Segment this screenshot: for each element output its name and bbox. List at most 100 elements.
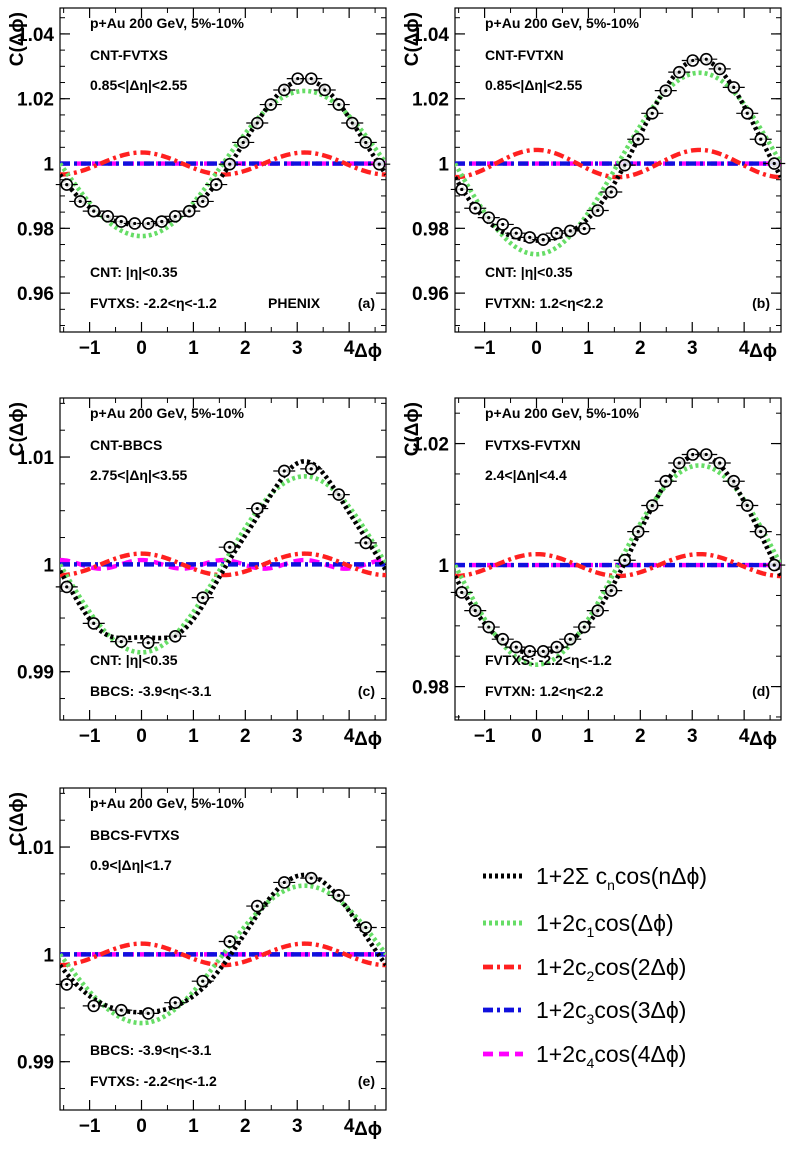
eta-gap: 0.9<|Δη|<1.7: [90, 857, 172, 873]
data-point-center: [323, 88, 327, 92]
data-point-center: [623, 558, 627, 562]
data-point-center: [691, 58, 695, 63]
y-tick-label: 0.99: [17, 1053, 54, 1074]
curve-c2: [60, 941, 386, 968]
legend-label-sum: 1+2Σ cncos(nΔϕ): [536, 863, 707, 893]
data-point-center: [636, 530, 640, 534]
data-point-center: [636, 137, 640, 141]
x-tick-label: 0: [531, 726, 542, 747]
legend-subscript: n: [607, 877, 615, 893]
data-point-center: [119, 640, 123, 644]
legend-label-c1: 1+2c1cos(Δϕ): [536, 910, 674, 940]
data-point-center: [568, 229, 572, 233]
data-point-center: [745, 111, 749, 115]
x-tick-label: 3: [687, 338, 698, 359]
curve-sum: [455, 56, 781, 243]
detector-2-range: FVTXS: -2.2<η<-1.2: [90, 1073, 217, 1089]
eta-gap: 2.4<|Δη|<4.4: [485, 467, 567, 483]
y-tick-label: 0.96: [17, 284, 54, 305]
data-point-center: [228, 939, 232, 944]
data-point-center: [241, 140, 245, 145]
data-point-center: [309, 876, 313, 880]
legend-text: 1+2Σ c: [536, 863, 607, 889]
x-tick-label: 2: [240, 1116, 251, 1137]
detector-2-range: FVTXN: 1.2<η<2.2: [485, 295, 603, 311]
legend-text: cos(4Δϕ): [594, 1041, 686, 1067]
data-point-center: [364, 925, 368, 930]
data-point-center: [473, 609, 477, 613]
x-tick-label: 3: [292, 338, 303, 359]
curve-c1: [60, 883, 386, 1026]
x-tick-label: 1: [188, 726, 199, 747]
y-axis-title: C(Δϕ): [7, 402, 28, 456]
x-tick-label: 3: [292, 726, 303, 747]
data-point-center: [759, 530, 763, 534]
x-axis-title: Δϕ: [354, 341, 382, 362]
panel-title: p+Au 200 GeV, 5%-10%: [485, 405, 640, 421]
data-point-center: [269, 102, 273, 107]
y-tick-label: 1: [438, 556, 449, 577]
data-point-center: [664, 89, 668, 93]
data-point-center: [487, 216, 491, 220]
x-tick-label: 1: [188, 1116, 199, 1137]
detector-1-range: FVTXS: -2.2<η<-1.2: [485, 652, 612, 668]
data-point-center: [146, 1011, 150, 1016]
plot-frame: [454, 7, 782, 333]
data-point-center: [555, 645, 559, 649]
panel-title: p+Au 200 GeV, 5%-10%: [485, 15, 640, 31]
x-tick-label: 3: [292, 1116, 303, 1137]
plot-frame: [454, 397, 782, 721]
data-point-center: [528, 649, 532, 653]
x-axis-title: Δϕ: [749, 729, 777, 750]
y-tick-label: 0.99: [17, 663, 54, 684]
data-point-center: [677, 461, 681, 465]
plot-frame: [59, 7, 387, 333]
data-point-center: [201, 199, 205, 204]
data-point-center: [282, 88, 286, 92]
panel-label: (a): [358, 295, 375, 311]
data-point-center: [501, 637, 505, 641]
y-tick-label: 0.98: [17, 219, 54, 240]
data-point-center: [623, 163, 627, 167]
legend-text: 1+2c: [536, 910, 587, 936]
data-point-center: [555, 231, 559, 235]
legend-text: 1+2c: [536, 1041, 587, 1067]
fit-curves: [60, 872, 386, 1026]
y-tick-label: 0.98: [412, 219, 449, 240]
data-point-center: [514, 231, 518, 235]
data-point-center: [119, 1008, 123, 1012]
experiment-label: PHENIX: [268, 295, 321, 311]
x-tick-label: 2: [635, 338, 646, 359]
y-tick-label: 1.04: [17, 25, 54, 46]
data-point-center: [160, 219, 164, 224]
data-point-center: [146, 641, 150, 645]
data-point-center: [350, 121, 354, 125]
data-point-center: [282, 469, 286, 473]
data-point-center: [691, 452, 695, 457]
x-tick-label: 2: [240, 338, 251, 359]
data-point-center: [582, 625, 586, 629]
plot-frame: [59, 787, 387, 1111]
data-point-center: [173, 1001, 177, 1005]
data-point-center: [78, 199, 82, 204]
x-tick-label: 3: [687, 726, 698, 747]
panel-label: (c): [358, 683, 375, 699]
data-point-center: [460, 187, 464, 192]
data-point-center: [759, 137, 763, 141]
data-point-center: [650, 503, 654, 508]
data-point-center: [664, 479, 668, 483]
data-point-center: [718, 461, 722, 465]
curve-c2: [60, 551, 386, 578]
data-point-center: [119, 219, 123, 224]
legend-subscript: 3: [587, 1011, 595, 1027]
x-tick-label: −1: [474, 338, 496, 359]
data-point-center: [528, 235, 532, 239]
data-point-center: [732, 479, 736, 483]
x-tick-label: 1: [583, 338, 594, 359]
legend-text: cos(2Δϕ): [594, 954, 686, 980]
y-tick-label: 1: [438, 155, 449, 176]
curve-sum: [455, 452, 781, 657]
data-point-center: [568, 637, 572, 641]
legend-text: cos(Δϕ): [594, 910, 673, 936]
